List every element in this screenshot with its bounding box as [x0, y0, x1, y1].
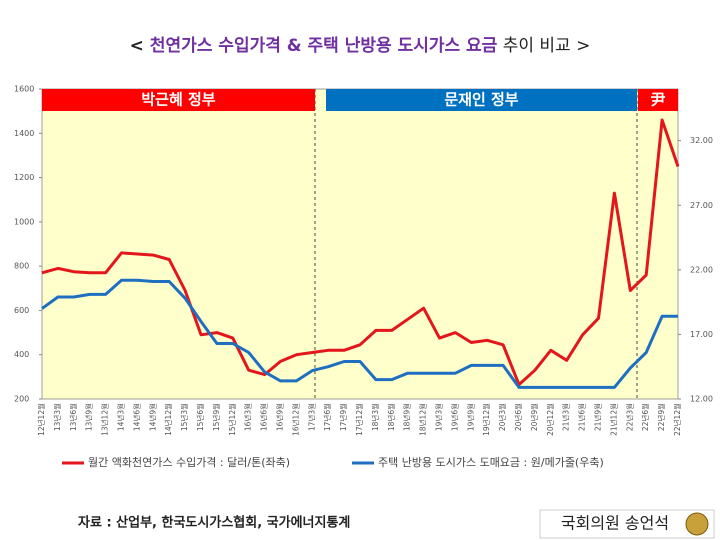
x-tick-label: 17년9월	[338, 403, 348, 431]
series-line	[41, 118, 680, 387]
x-tick-label: 21년12월	[608, 403, 618, 436]
x-tick-label: 17년3월	[306, 403, 316, 431]
y-tick-label: 800	[14, 262, 29, 271]
legend-label: 월간 액화천연가스 수입가격 : 달러/톤(좌축)	[88, 455, 290, 469]
y-tick-label: 1600	[14, 85, 34, 94]
x-tick-label: 12년12월	[36, 403, 46, 436]
y-tick-label: 200	[14, 395, 29, 404]
x-tick-label: 21년9월	[593, 403, 603, 431]
x-tick-label: 15년3월	[179, 403, 189, 431]
x-tick-label: 15년6월	[195, 403, 205, 431]
x-tick-label: 16년3월	[243, 403, 253, 431]
x-tick-label: 14년6월	[131, 403, 141, 431]
x-tick-label: 18년12월	[418, 403, 428, 436]
x-tick-label: 22년6월	[640, 403, 650, 431]
source: 자료 : 산업부, 한국도시가스협회, 국가에너지통계	[78, 515, 350, 531]
title-part: 추이 비교 >	[497, 36, 590, 56]
x-tick-label: 14년12월	[163, 403, 173, 436]
x-tick-label: 20년6월	[513, 403, 523, 431]
x-tick-label: 16년6월	[259, 403, 269, 431]
chart-title: < 천연가스 수입가격 & 주택 난방용 도시가스 요금 추이 비교 >	[130, 36, 591, 56]
period-band	[42, 89, 315, 111]
author: 국회의원 송언석	[561, 514, 669, 533]
y-tick-label: 1200	[14, 173, 34, 182]
x-tick-label: 19년9월	[465, 403, 475, 431]
title-part: 천연가스 수입가격 & 주택 난방용 도시가스 요금	[150, 36, 498, 56]
x-tick-label: 18년6월	[386, 403, 396, 431]
x-tick-label: 13년9월	[84, 403, 94, 431]
x-tick-label: 18년3월	[370, 403, 380, 431]
x-tick-label: 15년9월	[211, 403, 221, 431]
x-tick-label: 18년9월	[402, 403, 412, 431]
x-tick-label: 17년6월	[322, 403, 332, 431]
x-tick-label: 17년12월	[354, 403, 364, 436]
x-tick-label: 14년9월	[147, 403, 157, 431]
x-tick-label: 19년6월	[449, 403, 459, 431]
period-label: 박근혜 정부	[141, 91, 215, 109]
x-tick-label: 15년12월	[227, 403, 237, 436]
x-tick-label: 21년6월	[577, 403, 587, 431]
period-band	[326, 89, 637, 111]
x-tick-label: 14년3월	[116, 403, 126, 431]
x-tick-label: 16년9월	[275, 403, 285, 431]
period-label: 문재인 정부	[444, 91, 518, 109]
x-tick-label: 16년12월	[290, 403, 300, 436]
logo	[685, 512, 709, 536]
x-tick-label: 22년3월	[624, 403, 634, 431]
x-tick-label: 19년3월	[434, 403, 444, 431]
author-box	[539, 509, 715, 539]
y-tick-label: 1400	[14, 129, 34, 138]
x-tick-label: 13년6월	[68, 403, 78, 431]
x-tick-label: 20년9월	[529, 403, 539, 431]
title-part: <	[130, 36, 150, 56]
y2-tick-label: 27.00	[690, 201, 713, 210]
y2-tick-label: 22.00	[690, 265, 713, 274]
plot-area	[41, 88, 679, 400]
y2-tick-label: 17.00	[690, 330, 713, 339]
y2-tick-label: 32.00	[690, 136, 713, 145]
y-tick-label: 1000	[14, 217, 34, 226]
y-tick-label: 400	[14, 350, 29, 359]
legend-label: 주택 난방용 도시가스 도매요금 : 원/메가줄(우축)	[378, 456, 604, 469]
x-tick-label: 21년3월	[561, 403, 571, 431]
y2-tick-label: 12.00	[690, 395, 713, 404]
x-tick-label: 20년3월	[497, 403, 507, 431]
period-band	[638, 89, 678, 111]
x-tick-label: 22년9월	[656, 403, 666, 431]
x-tick-label: 22년12월	[672, 403, 682, 436]
y-tick-label: 600	[14, 306, 29, 315]
x-tick-label: 13년12월	[100, 403, 110, 436]
x-tick-label: 20년12월	[545, 403, 555, 436]
x-tick-label: 13년3월	[52, 403, 62, 431]
series-line	[41, 278, 678, 389]
period-label: 尹	[650, 91, 665, 109]
x-tick-label: 19년12월	[481, 403, 491, 436]
